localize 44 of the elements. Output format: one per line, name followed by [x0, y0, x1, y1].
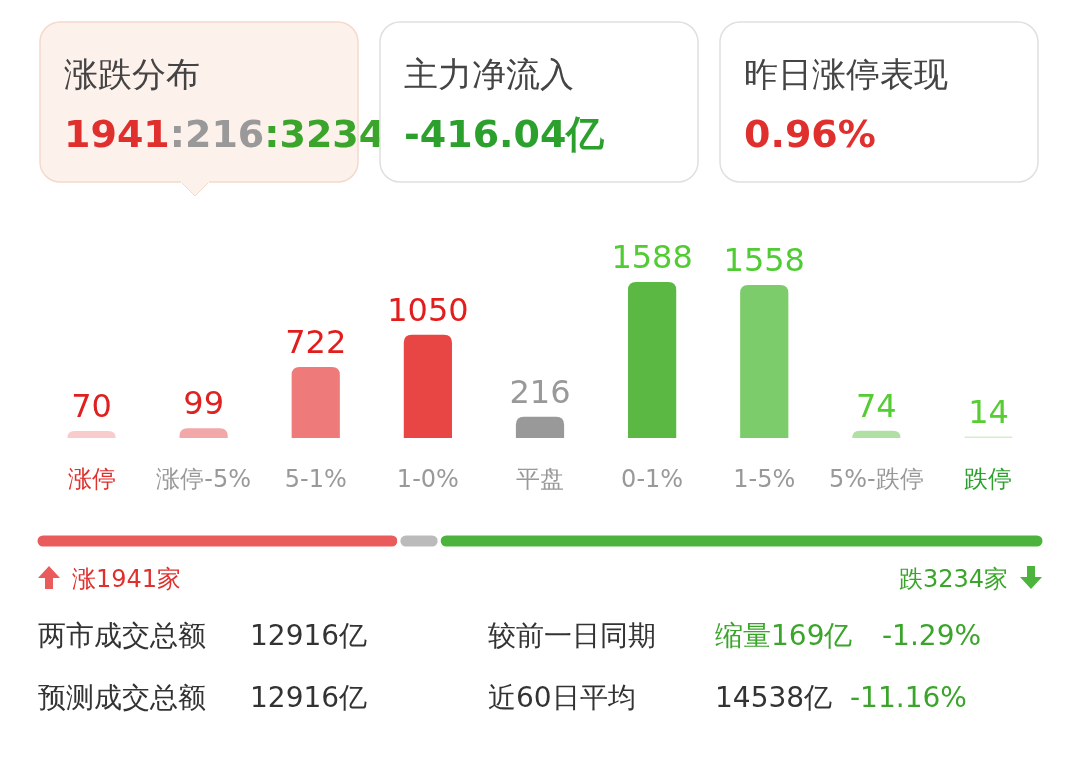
- x-tick-label: 1-0%: [396, 465, 459, 493]
- bar: [628, 282, 677, 438]
- text: 1941:216:3234: [64, 112, 386, 156]
- text: 12916亿: [250, 619, 368, 652]
- x-tick-label: 平盘: [516, 465, 564, 493]
- text: -1.29%: [882, 619, 982, 652]
- x-tick-label: 跌停: [964, 465, 1013, 493]
- text: 较前一日同期: [488, 619, 656, 652]
- text: 预测成交总额: [38, 681, 206, 714]
- data-label: 1588: [611, 238, 693, 276]
- text: 涨跌分布: [64, 54, 200, 94]
- bar: [403, 334, 452, 438]
- text: 0.96%: [744, 112, 876, 156]
- text: 两市成交总额: [38, 619, 206, 652]
- text: -416.04亿: [404, 112, 606, 156]
- x-tick-label: 1-5%: [733, 465, 796, 493]
- data-label: 1558: [723, 240, 805, 279]
- x-tick-label: 涨停-5%: [156, 465, 251, 493]
- x-tick-label: 5-1%: [284, 465, 347, 493]
- bar: [515, 416, 565, 438]
- data-label: 216: [509, 372, 571, 411]
- text: 14538亿: [715, 681, 833, 714]
- text: 主力净流入: [404, 54, 574, 94]
- text: 缩量169亿: [715, 619, 853, 652]
- data-label: 70: [71, 387, 112, 426]
- text: 昨日涨停表现: [744, 54, 948, 94]
- text: 跌3234家: [898, 565, 1008, 593]
- text: 涨1941家: [72, 565, 182, 593]
- bar: [740, 284, 789, 438]
- data-label: 1050: [387, 290, 469, 329]
- x-tick-label: 0-1%: [621, 465, 684, 493]
- text: -11.16%: [850, 681, 967, 714]
- bar: [67, 431, 116, 438]
- data-label: 722: [285, 323, 347, 362]
- data-label: 14: [968, 392, 1009, 431]
- x-tick-label: 涨停: [67, 465, 116, 493]
- data-label: 74: [856, 386, 897, 425]
- bar: [179, 428, 228, 438]
- bar: [852, 430, 901, 438]
- data-label: 99: [183, 384, 224, 423]
- text: 近60日平均: [488, 681, 636, 714]
- x-tick-label: 5%-跌停: [829, 465, 924, 493]
- text: 12916亿: [250, 681, 368, 714]
- bar: [291, 367, 340, 438]
